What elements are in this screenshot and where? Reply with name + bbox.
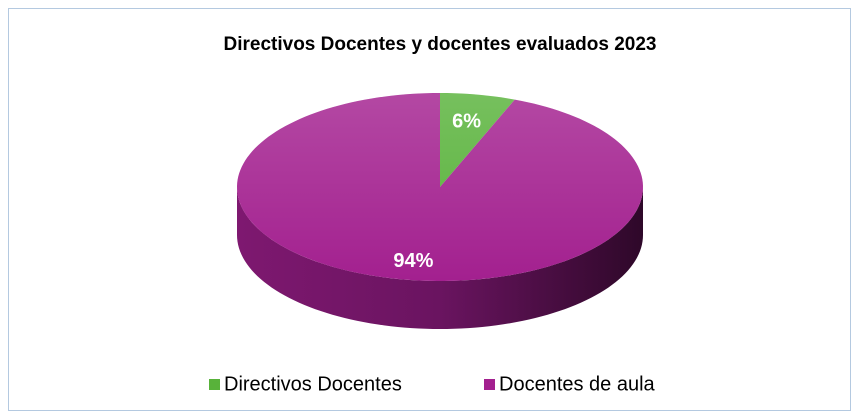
legend-label: Docentes de aula — [499, 373, 656, 395]
data-label: 6% — [452, 111, 481, 133]
legend-label: Directivos Docentes — [224, 373, 402, 395]
legend-swatch — [209, 379, 220, 390]
legend-swatch — [484, 379, 495, 390]
pie-slice-side — [237, 187, 643, 329]
pie-slice — [237, 93, 643, 281]
chart-title: Directivos Docentes y docentes evaluados… — [224, 34, 657, 55]
data-label: 94% — [393, 250, 433, 272]
